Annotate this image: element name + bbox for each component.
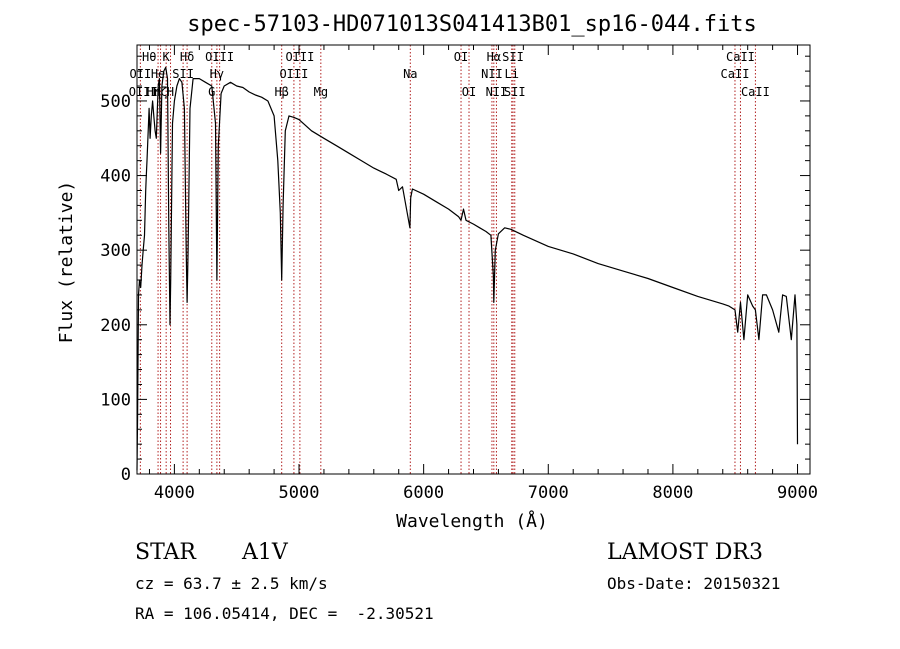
redshift-cz: cz = 63.7 ± 2.5 km/s: [135, 574, 328, 593]
spectrum-line: [136, 66, 799, 471]
object-class: STAR: [135, 540, 196, 565]
spectral-line-label: K: [163, 50, 171, 64]
y-tick-label: 200: [100, 316, 131, 336]
spectral-line-label: SII: [504, 85, 526, 99]
spectral-line-label: CaII: [741, 85, 770, 99]
x-tick-label: 7000: [528, 483, 569, 503]
spectral-line-label: G: [208, 85, 215, 99]
spectral-line-label: CaII: [721, 67, 750, 81]
spectral-line-label: Na: [403, 67, 417, 81]
spectral-line-label: Hα: [487, 50, 501, 64]
spectral-line-label: Hδ: [180, 50, 194, 64]
spectral-line-label: OIII: [129, 85, 158, 99]
x-tick-label: 4000: [154, 483, 195, 503]
spectral-line-label: Hγ: [210, 67, 224, 81]
spectral-line-label: SII: [502, 50, 524, 64]
spectral-line-label: OI: [454, 50, 468, 64]
x-tick-label: 8000: [652, 483, 693, 503]
x-tick-label: 9000: [777, 483, 818, 503]
spectral-line-label: Hθ: [142, 50, 156, 64]
y-tick-label: 300: [100, 241, 131, 261]
ra-dec: RA = 106.05414, DEC = -2.30521: [135, 604, 434, 623]
spectral-line-label: OIII: [285, 50, 314, 64]
spectral-line-label: SII: [172, 67, 194, 81]
x-tick-label: 6000: [403, 483, 444, 503]
y-tick-label: 0: [121, 465, 131, 485]
x-axis-label: Wavelength (Å): [396, 510, 548, 532]
chart-title: spec-57103-HD071013S041413B01_sp16-044.f…: [187, 12, 757, 37]
y-tick-label: 100: [100, 390, 131, 410]
y-tick-label: 500: [100, 92, 131, 112]
y-axis-label: Flux (relative): [56, 181, 77, 344]
spectral-line-label: OI: [462, 85, 476, 99]
y-axis: 0 100 200 300 400 500: [100, 55, 810, 485]
spectral-line-label: OII: [130, 67, 152, 81]
spectral-line-label: He: [151, 67, 165, 81]
spectral-line-label: NII: [486, 85, 508, 99]
x-tick-label: 5000: [279, 483, 320, 503]
spectral-line-label: H: [167, 85, 174, 99]
spectral-line-label: OIII: [205, 50, 234, 64]
x-axis: 4000 5000 6000 7000 8000 9000: [148, 45, 818, 503]
y-tick-label: 400: [100, 167, 131, 187]
spectral-line-label: OIII: [279, 67, 308, 81]
survey-name: LAMOST DR3: [607, 540, 763, 565]
spectral-line-label: CaII: [726, 50, 755, 64]
observation-date: Obs-Date: 20150321: [607, 574, 781, 593]
spectral-line-labels: OIIOIIIHθHηHeHζKHSIIHδGHγOIIIHβOIIIOIIIM…: [129, 50, 770, 99]
spectral-line-label: NII: [481, 67, 503, 81]
spectral-line-label: Hβ: [274, 85, 288, 99]
spectral-line-label: Li: [505, 67, 519, 81]
spectral-line-label: Hζ: [153, 85, 167, 99]
spectral-line-markers: [139, 45, 756, 474]
plot-frame: [136, 44, 811, 475]
object-subclass: A1V: [242, 540, 288, 565]
spectral-line-label: Mg: [314, 85, 328, 99]
